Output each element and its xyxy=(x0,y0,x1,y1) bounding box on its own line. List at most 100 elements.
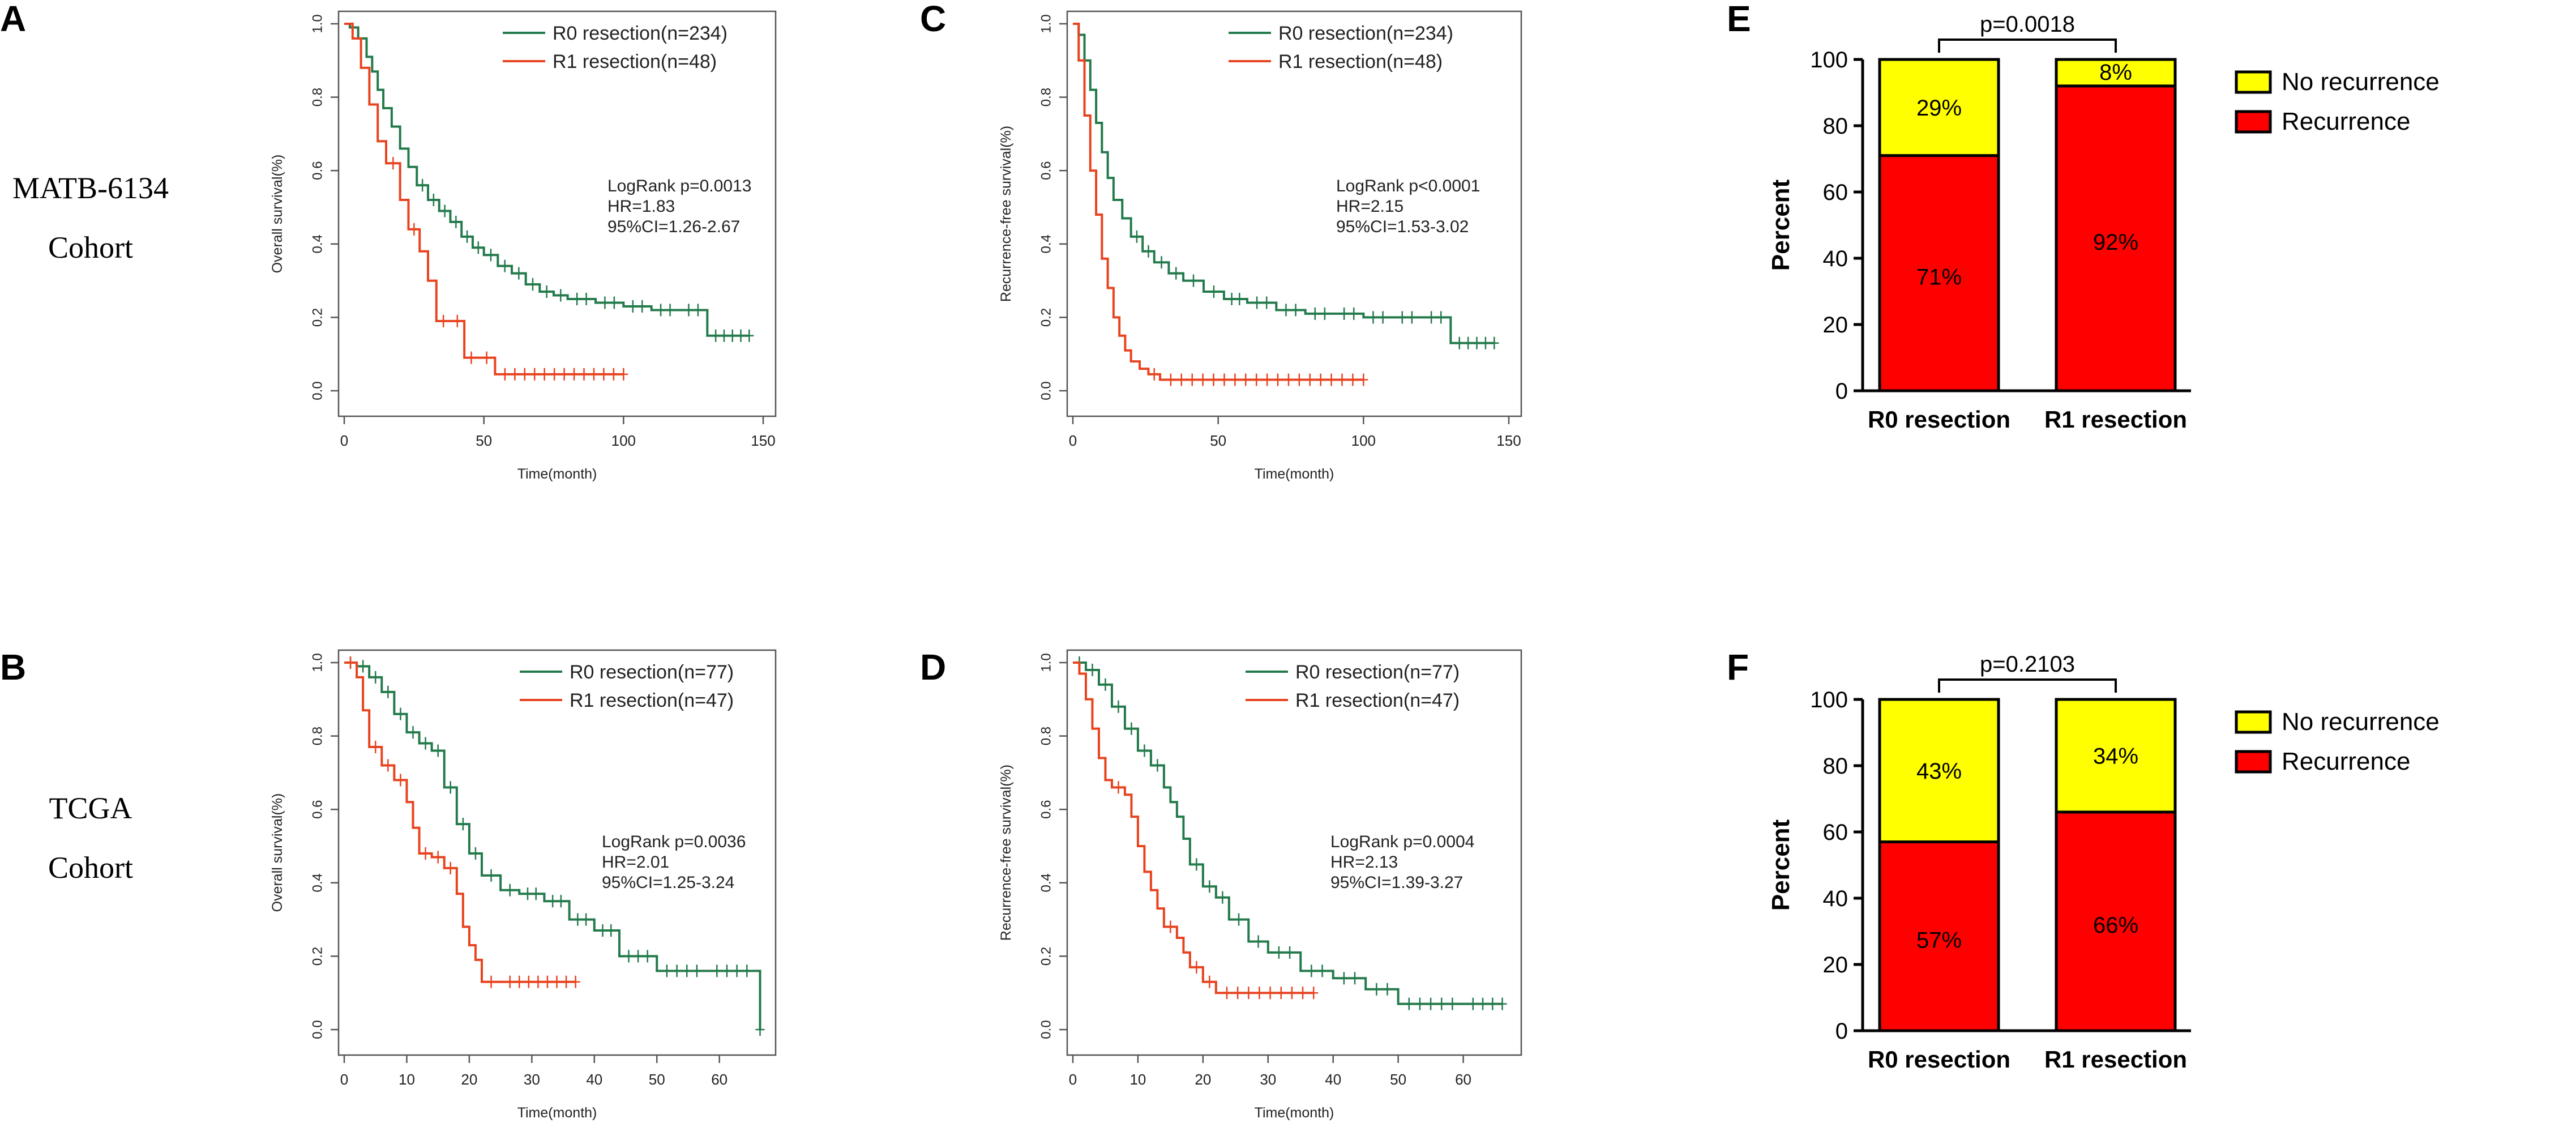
x-tick-label: 0 xyxy=(1069,432,1077,449)
legend-swatch xyxy=(2235,70,2272,94)
survival-curve-r1 xyxy=(344,23,624,375)
x-tick-label: 10 xyxy=(1129,1071,1146,1088)
legend-label: R1 resection(n=47) xyxy=(1295,690,1460,711)
data-label-recurrence: 71% xyxy=(1916,264,1962,289)
bar-no-recurrence xyxy=(2055,698,2177,814)
legend-swatch xyxy=(2235,110,2272,134)
x-category-label: R1 resection xyxy=(2044,406,2187,433)
y-tick-label: 80 xyxy=(1823,754,1848,779)
x-tick-label: 0 xyxy=(1069,1071,1077,1088)
legend-swatch xyxy=(2235,750,2272,774)
x-tick-label: 50 xyxy=(1390,1071,1406,1088)
x-axis-label: Time(month) xyxy=(517,1105,597,1121)
x-category-label: R1 resection xyxy=(2044,1046,2187,1073)
survival-curve-r1 xyxy=(1073,23,1364,381)
p-value-label: p=0.0018 xyxy=(1980,12,2075,37)
x-axis-label: Time(month) xyxy=(517,466,597,482)
km-plot-d: 0 10 20 30 40 50 60 0.0 0.2 0.4 0.6 0.8 1.0 Time(mont… xyxy=(998,649,1522,1121)
x-tick-label: 20 xyxy=(461,1071,477,1088)
x-tick-label: 40 xyxy=(1325,1071,1341,1088)
y-tick-label: 0.0 xyxy=(1038,381,1054,400)
legend-label: R1 resection(n=48) xyxy=(553,51,717,72)
y-tick-label: 20 xyxy=(1823,953,1848,977)
y-tick-label: 0 xyxy=(1835,1019,1848,1044)
y-tick-label: 0.0 xyxy=(310,381,325,400)
stat-text: LogRank p=0.0004 xyxy=(1330,833,1474,851)
significance-bracket xyxy=(1938,678,2117,693)
stat-text: HR=1.83 xyxy=(607,197,675,216)
y-tick-label: 0.6 xyxy=(310,800,325,819)
survival-curve-r1 xyxy=(344,661,576,983)
x-tick-label: 40 xyxy=(586,1071,602,1088)
stat-text: 95%CI=1.39-3.27 xyxy=(1330,873,1463,892)
survival-curve-r1 xyxy=(1073,661,1314,994)
y-tick-label: 1.0 xyxy=(310,14,325,33)
survival-curve-r0 xyxy=(344,23,750,337)
y-tick-label: 0.6 xyxy=(310,161,325,180)
bar-no-recurrence xyxy=(2055,58,2177,88)
stat-text: 95%CI=1.53-3.02 xyxy=(1336,217,1469,236)
x-axis-label: Time(month) xyxy=(1255,466,1334,482)
bar-plot-f: 0 20 40 60 80 100 Percent 57% 43% R0 resection 66%… xyxy=(1767,652,2440,1073)
km-plot-b: 0 10 20 30 40 50 60 0.0 0.2 0.4 0.6 0.8 1.0 Time(mont… xyxy=(269,649,777,1121)
x-tick-label: 100 xyxy=(611,432,636,449)
bar-plot-e: 0 20 40 60 80 100 Percent 71% 29% R0 resection 92%… xyxy=(1767,12,2440,433)
y-tick-label: 60 xyxy=(1823,180,1848,205)
x-axis-label: Time(month) xyxy=(1255,1105,1334,1121)
x-tick-label: 30 xyxy=(1260,1071,1276,1088)
panel-letter-f: F xyxy=(1727,647,1749,688)
y-tick-label: 1.0 xyxy=(310,653,325,672)
cohort-1-line1: MATB-6134 xyxy=(12,171,169,205)
y-axis-label: Recurrence-free survival(%) xyxy=(998,126,1014,302)
y-tick-label: 100 xyxy=(1810,48,1848,72)
bar-recurrence xyxy=(2055,810,2177,1032)
y-tick-label: 40 xyxy=(1823,886,1848,911)
y-tick-label: 100 xyxy=(1810,688,1848,712)
stat-text: HR=2.13 xyxy=(1330,853,1398,872)
y-tick-label: 0.2 xyxy=(1038,308,1054,327)
cohort-1-line2: Cohort xyxy=(48,230,133,264)
y-axis-label: Overall survival(%) xyxy=(269,155,285,274)
y-axis-label: Percent xyxy=(1767,819,1795,911)
x-tick-label: 60 xyxy=(711,1071,728,1088)
y-tick-label: 20 xyxy=(1823,313,1848,338)
y-tick-label: 0.4 xyxy=(310,873,325,892)
plot-frame xyxy=(337,649,777,1056)
legend-label: R0 resection(n=234) xyxy=(553,23,728,44)
legend-label: R1 resection(n=47) xyxy=(570,690,734,711)
x-tick-label: 20 xyxy=(1195,1071,1211,1088)
y-tick-label: 0.8 xyxy=(310,88,325,106)
y-tick-label: 0.4 xyxy=(1038,873,1054,892)
x-tick-label: 50 xyxy=(476,432,492,449)
km-plot-c: 0 50 100 150 0.0 0.2 0.4 0.6 0.8 1.0 Time(month) Re… xyxy=(998,10,1522,482)
stat-text: LogRank p=0.0013 xyxy=(607,177,751,195)
data-label-no-recurrence: 43% xyxy=(1916,759,1962,784)
x-tick-label: 150 xyxy=(1496,432,1521,449)
data-label-no-recurrence: 34% xyxy=(2093,744,2138,769)
y-tick-label: 0.8 xyxy=(310,727,325,745)
y-tick-label: 0.4 xyxy=(310,234,325,253)
stat-text: HR=2.15 xyxy=(1336,197,1403,216)
plot-frame xyxy=(337,10,777,417)
significance-bracket xyxy=(1938,39,2117,53)
data-label-recurrence: 92% xyxy=(2093,230,2138,255)
panel-letter-a: A xyxy=(0,0,26,39)
y-tick-label: 0.4 xyxy=(1038,234,1054,253)
stat-text: HR=2.01 xyxy=(602,853,669,872)
x-tick-label: 150 xyxy=(751,432,775,449)
x-tick-label: 10 xyxy=(399,1071,415,1088)
x-tick-label: 100 xyxy=(1351,432,1376,449)
legend-label: Recurrence xyxy=(2282,748,2410,775)
y-tick-label: 0.2 xyxy=(310,308,325,327)
bar-recurrence xyxy=(1878,840,2000,1032)
survival-curve-r0 xyxy=(344,661,761,1030)
survival-curve-r0 xyxy=(1073,661,1503,1005)
p-value-label: p=0.2103 xyxy=(1980,652,2075,677)
y-tick-label: 0.6 xyxy=(1038,161,1054,180)
data-label-no-recurrence: 29% xyxy=(1916,96,1962,121)
legend-label: R0 resection(n=77) xyxy=(1295,661,1460,683)
y-tick-label: 0.2 xyxy=(310,947,325,966)
y-tick-label: 0.0 xyxy=(310,1020,325,1039)
y-tick-label: 1.0 xyxy=(1038,653,1054,672)
